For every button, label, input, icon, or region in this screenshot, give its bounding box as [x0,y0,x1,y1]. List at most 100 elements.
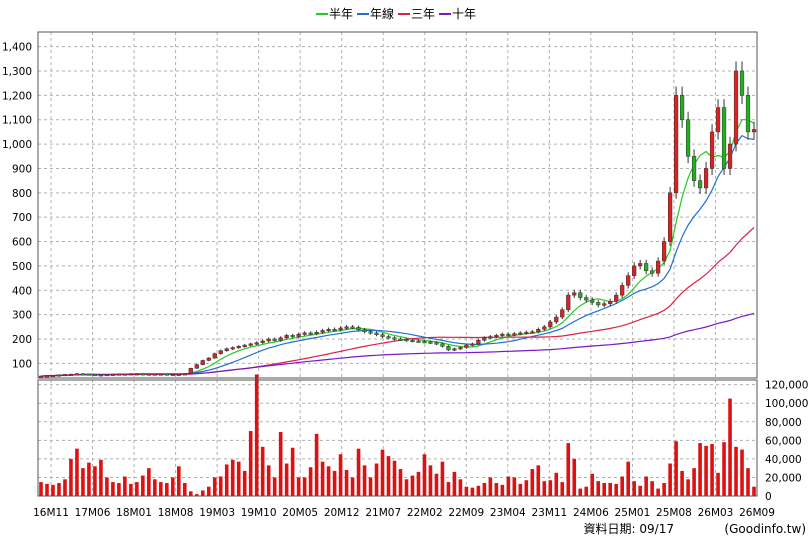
candle-body [512,333,517,336]
volume-bar [206,486,211,496]
legend-label: 半年 [329,7,353,21]
volume-bar [680,470,684,496]
volume-bar [740,449,744,496]
candle-body [122,373,127,376]
legend-label: 年線 [370,6,394,21]
ma-line [40,312,755,377]
candle-body [86,373,92,376]
candle-body [679,95,685,120]
volume-bar [710,444,714,496]
candle-body [116,373,121,376]
x-tick-label: 23M04 [490,507,526,519]
volume-bar [135,482,139,496]
x-tick-label: 17M06 [75,507,111,519]
candle-body [428,341,433,344]
candle-body [662,241,667,262]
candle-body [146,373,151,376]
volume-bar [230,459,235,496]
candle-body [206,357,211,361]
price-tick-label: 1,100 [2,115,32,127]
volume-bar [368,477,373,496]
volume-bar [626,461,630,496]
footer-source: (Goodinfo.tw) [724,522,806,536]
candle-body [44,375,50,378]
price-grid [38,32,758,378]
volume-tick-label: 20,000 [765,472,802,484]
candle-body [152,373,157,376]
axes [37,31,758,497]
volume-bar [332,470,337,496]
candle-body [590,299,595,303]
candle-body [608,300,613,304]
volume-bar [662,483,666,496]
x-tick-label: 20M12 [324,507,360,519]
candle-body [674,95,679,194]
x-tick-label: 22M09 [448,507,484,519]
candle-body [733,70,739,145]
candle-body [566,294,571,311]
volume-bar [632,481,636,496]
candle-body [182,373,187,376]
moving-average-lines [40,119,755,377]
candle-body [218,350,223,354]
candle-body [350,326,355,329]
candle-body [488,336,493,339]
volume-bar [698,443,702,496]
candle-body [74,373,80,376]
volume-bar [380,449,385,496]
candle-body [260,340,265,343]
volume-bar [45,483,49,496]
candle-body [314,331,319,334]
volume-tick-label: 100,000 [765,398,808,410]
volume-bar [165,483,169,496]
volume-bar [344,470,349,496]
volume-bar [692,468,696,496]
volume-bar [129,483,133,496]
candle-body [614,294,619,302]
volume-bar [302,477,307,496]
candle-body [578,292,583,298]
candle-body [392,337,397,340]
x-tick-label: 25M08 [656,507,692,519]
candle-body [200,360,205,365]
candle-body [302,332,307,335]
candle-body [691,156,697,181]
volume-bar [506,476,511,496]
candle-body [356,327,361,331]
candle-body [68,373,74,376]
volume-frame [37,379,758,497]
volume-bar [512,477,517,496]
candle-body [62,374,68,377]
x-tick-label: 19M03 [199,507,235,519]
x-tick-label: 18M01 [116,507,152,519]
volume-bar [716,472,720,496]
volume-bar [57,483,61,496]
volume-bar [482,483,487,496]
price-frame [37,31,758,379]
candle-body [278,337,283,341]
volume-bar [69,458,73,496]
volume-bar [434,473,439,496]
volume-bar [182,483,187,496]
x-tick-label: 19M10 [241,507,277,519]
volume-tick-label: 80,000 [765,417,802,429]
volume-bar [590,473,595,496]
volume-bar [350,477,355,496]
price-tick-label: 500 [12,261,32,273]
candle-body [98,374,104,377]
volume-bar [620,476,624,496]
candle-body [518,332,523,335]
volume-bar [99,459,103,496]
candle-body [739,70,745,96]
candle-body [272,338,277,341]
volume-bars [39,374,756,496]
candle-body [308,332,313,335]
volume-bar [224,464,229,496]
candle-body [536,329,541,332]
candlesticks [38,61,757,378]
candle-body [494,335,499,338]
volume-bar [105,477,109,496]
candle-body [326,329,331,332]
volume-bar [392,460,397,496]
candle-body [727,143,733,169]
